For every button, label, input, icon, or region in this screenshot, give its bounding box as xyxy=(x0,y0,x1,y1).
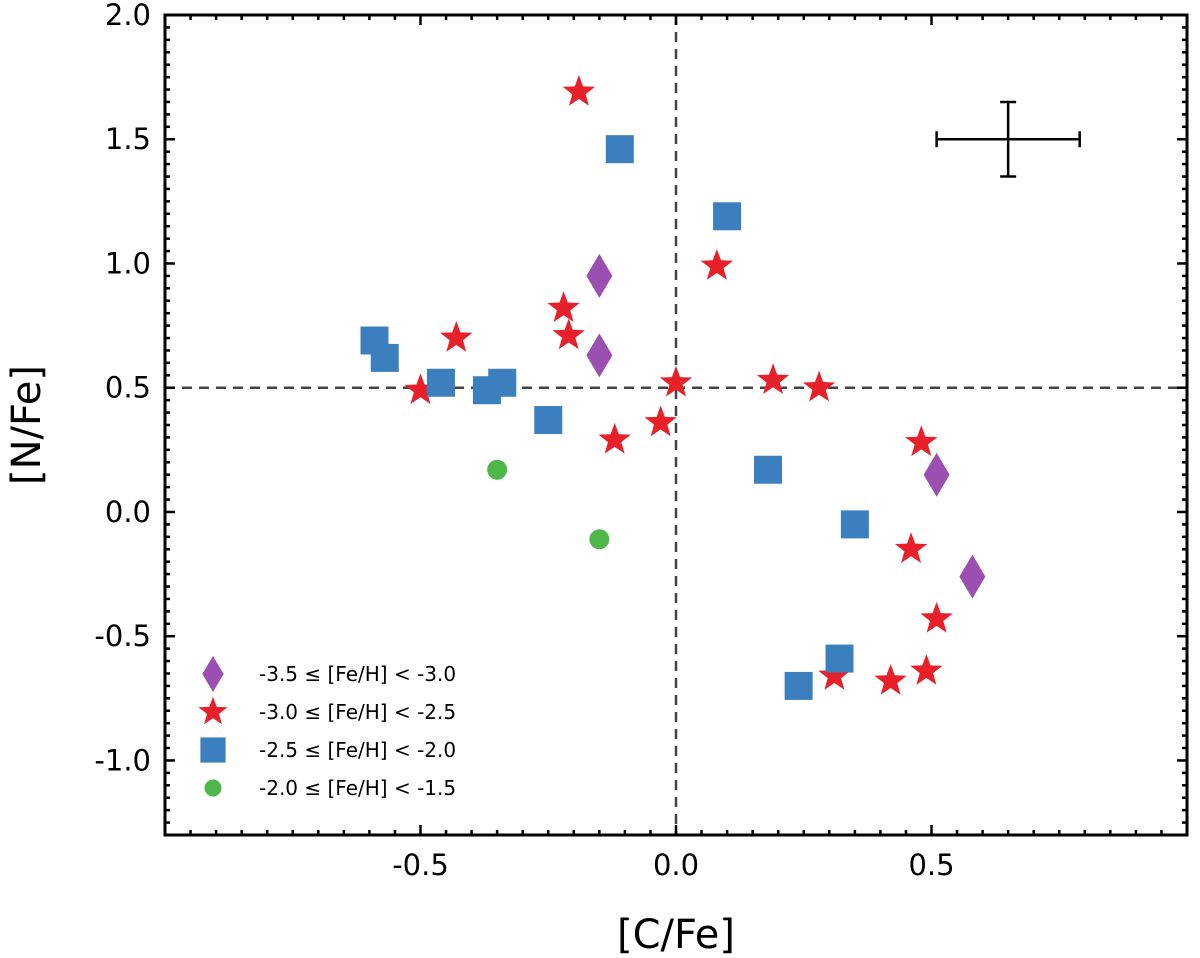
star-point xyxy=(756,363,790,395)
square-point xyxy=(840,510,869,539)
y-tick-label: 0.0 xyxy=(105,495,151,529)
y-tick-label: -0.5 xyxy=(94,619,151,653)
legend-entry: -3.0 ≤ [Fe/H] < -2.5 xyxy=(198,696,456,725)
star-point xyxy=(547,291,580,322)
square-point xyxy=(605,135,634,164)
square-point xyxy=(488,368,517,397)
square-point xyxy=(370,343,399,372)
star-point xyxy=(598,422,631,454)
legend-label: -2.5 ≤ [Fe/H] < -2.0 xyxy=(259,738,456,762)
y-axis-label: [N/Fe] xyxy=(4,365,50,485)
y-tick-label: 0.5 xyxy=(105,371,151,405)
y-tick-label: 2.0 xyxy=(105,0,151,32)
y-tick-label: -1.0 xyxy=(94,743,151,777)
legend-label: -3.5 ≤ [Fe/H] < -3.0 xyxy=(259,662,456,686)
x-tick-label: 0.0 xyxy=(653,848,699,882)
square-point xyxy=(713,202,742,231)
diamond-point xyxy=(586,253,613,298)
star-point xyxy=(644,405,677,437)
legend-entry: -3.5 ≤ [Fe/H] < -3.0 xyxy=(202,655,456,693)
legend-entry: -2.5 ≤ [Fe/H] < -2.0 xyxy=(200,737,456,763)
star-point xyxy=(562,75,596,106)
square-point xyxy=(825,644,854,673)
star-point xyxy=(404,373,437,404)
diamond-point xyxy=(959,554,986,599)
legend-star-marker xyxy=(198,696,228,725)
star-point xyxy=(700,248,734,280)
square-point xyxy=(426,368,455,397)
error-bar xyxy=(935,100,1081,178)
star-point xyxy=(802,370,836,402)
square-point xyxy=(534,406,563,435)
legend-square-marker xyxy=(200,737,226,763)
diamond-point xyxy=(586,333,613,378)
plot-frame xyxy=(163,13,1189,837)
y-tick-label: 1.0 xyxy=(105,246,151,280)
star-point xyxy=(552,318,585,350)
diamond-point xyxy=(923,452,950,497)
star-point xyxy=(920,601,953,633)
legend-entry: -2.0 ≤ [Fe/H] < -1.5 xyxy=(204,776,456,800)
square-point xyxy=(753,455,782,484)
star-point xyxy=(440,321,473,352)
legend-label: -2.0 ≤ [Fe/H] < -1.5 xyxy=(259,776,456,800)
star-point xyxy=(910,654,943,685)
legend-label: -3.0 ≤ [Fe/H] < -2.5 xyxy=(259,700,456,724)
square-point xyxy=(784,671,813,700)
star-point xyxy=(905,425,938,457)
tick-labels: -0.5 0.0 0.5 -1.0 -0.5 0.0 0.5 1.0 1.5 2.0 xyxy=(94,0,954,882)
star-point xyxy=(818,658,851,690)
legend: -3.5 ≤ [Fe/H] < -3.0 -3.0 ≤ [Fe/H] < -2.5… xyxy=(198,655,456,800)
legend-diamond-marker xyxy=(202,655,224,693)
star-point xyxy=(874,663,907,695)
legend-circle-marker xyxy=(204,779,222,797)
star-point xyxy=(659,365,693,397)
data-markers xyxy=(360,75,986,700)
x-axis-label: [C/Fe] xyxy=(617,912,735,958)
circle-point xyxy=(589,529,610,550)
x-tick-label: -0.5 xyxy=(392,848,449,882)
star-point xyxy=(894,532,928,563)
y-tick-label: 1.5 xyxy=(105,122,151,156)
circle-point xyxy=(487,459,508,480)
x-tick-label: 0.5 xyxy=(908,848,954,882)
